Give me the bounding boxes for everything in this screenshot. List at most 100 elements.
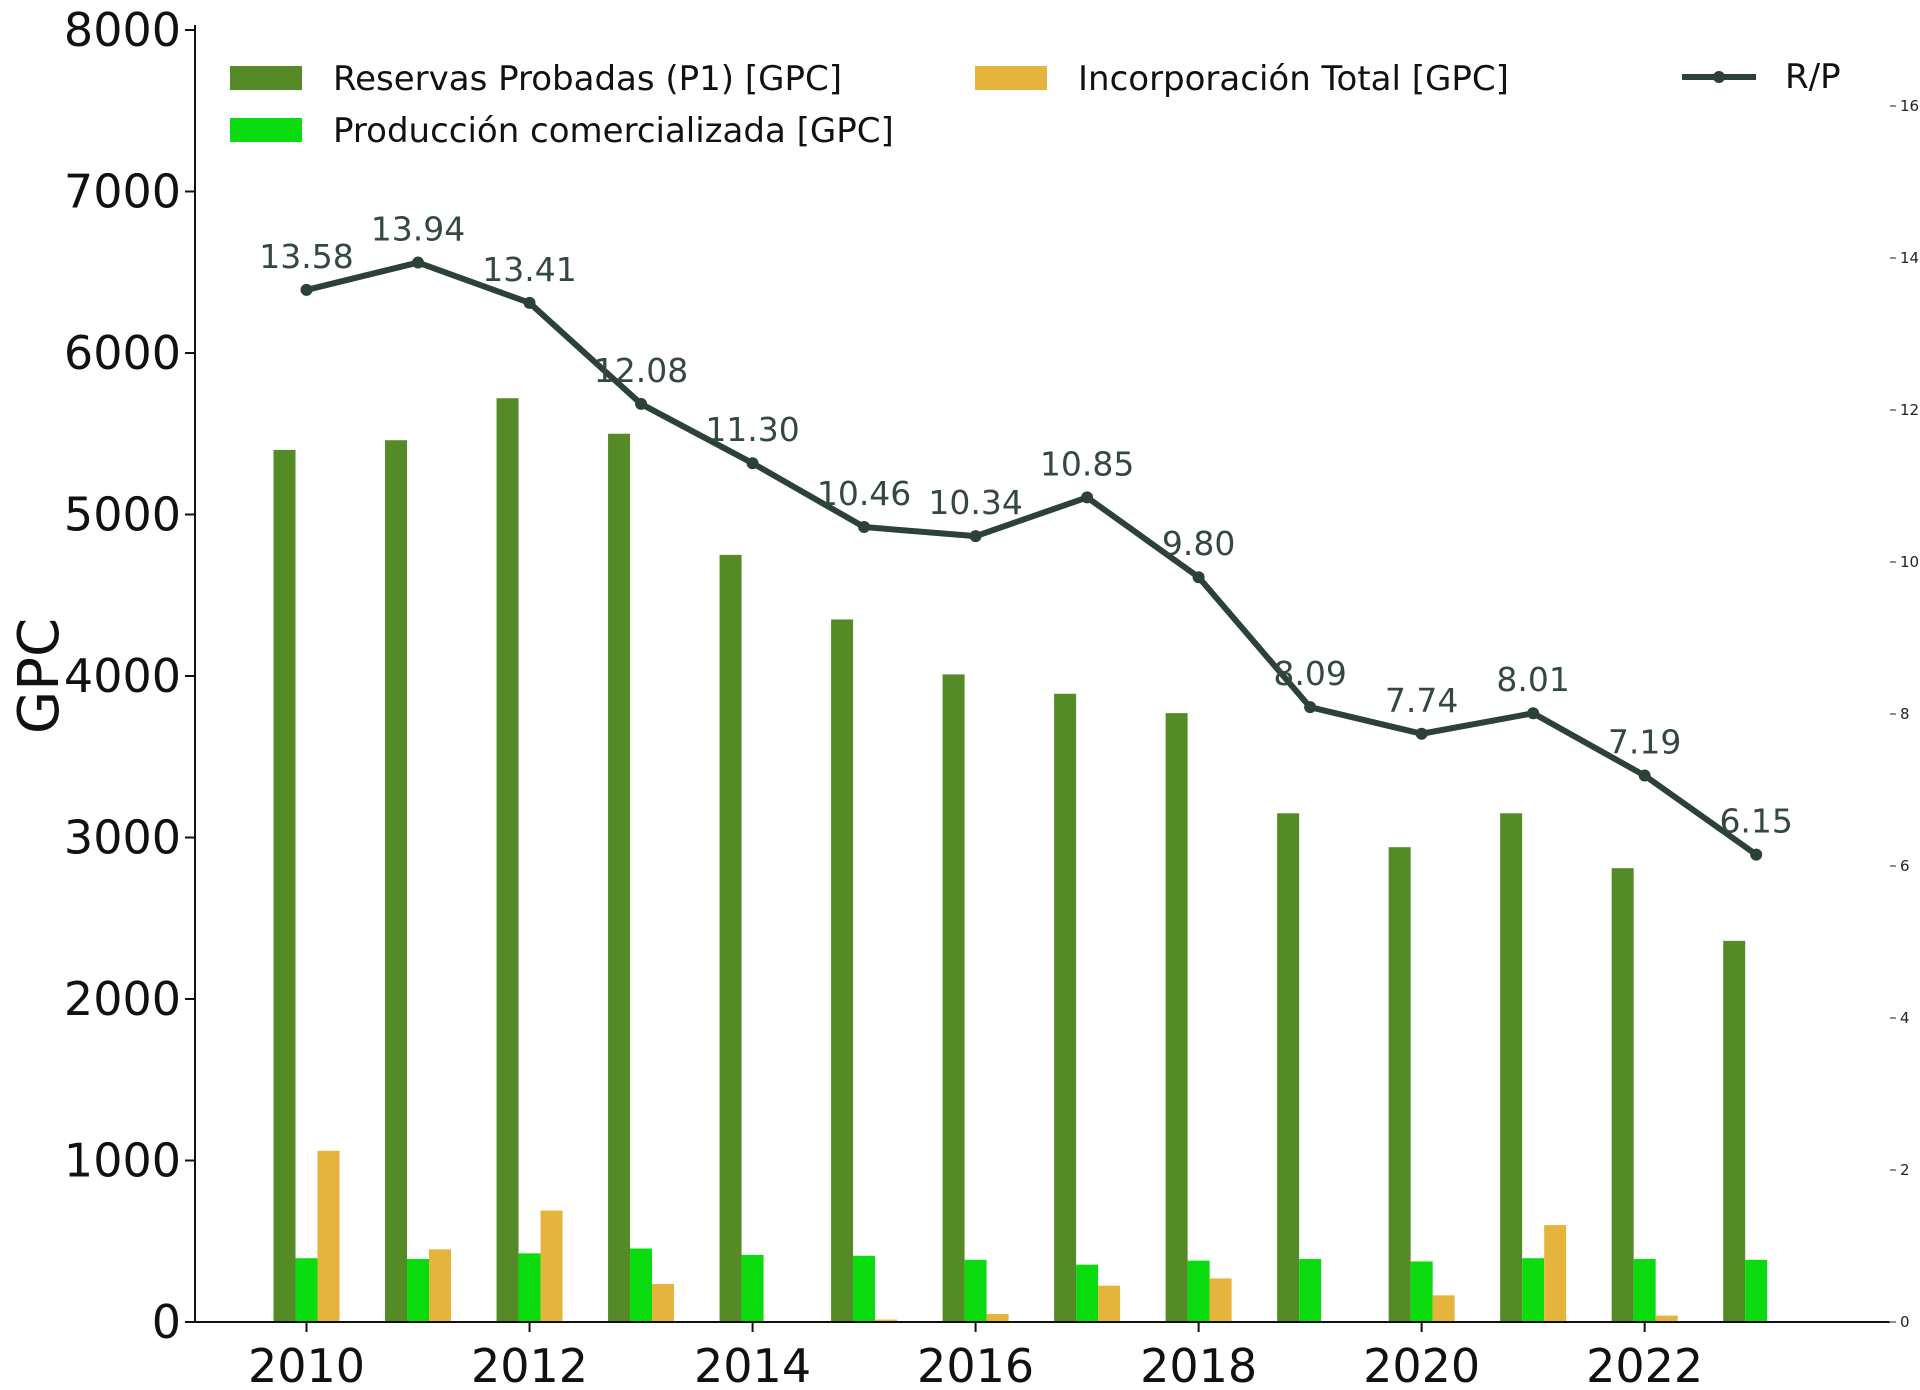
y2-tick-label-6: 6 xyxy=(1900,857,1910,875)
rp-point-2013 xyxy=(635,397,648,410)
bar-reservas-2014 xyxy=(719,554,742,1322)
y2-tick-label-16: 16 xyxy=(1900,97,1919,115)
y-tick-label-2000: 2000 xyxy=(64,972,181,1026)
x-tick-label-2022: 2022 xyxy=(1586,1339,1703,1390)
bar-produccion-2010 xyxy=(295,1258,318,1322)
x-tick-label-2016: 2016 xyxy=(917,1339,1034,1390)
legend-label-reservas: Reservas Probadas (P1) [GPC] xyxy=(333,59,842,99)
rp-data-label-2012: 13.41 xyxy=(482,250,576,289)
x-tick-label-2012: 2012 xyxy=(471,1339,588,1390)
bar-reservas-2020 xyxy=(1388,847,1411,1322)
bar-incorporacion-2022 xyxy=(1655,1315,1678,1322)
y2-tick-label-0: 0 xyxy=(1900,1313,1910,1331)
bar-produccion-2012 xyxy=(518,1253,541,1322)
rp-data-label-2013: 12.08 xyxy=(594,351,688,390)
y2-tick-label-12: 12 xyxy=(1900,401,1919,419)
legend-swatch-produccion xyxy=(230,118,302,142)
rp-point-2017 xyxy=(1081,491,1094,504)
bar-produccion-2017 xyxy=(1076,1264,1099,1322)
y2-tick-label-8: 8 xyxy=(1900,705,1910,723)
bar-produccion-2020 xyxy=(1410,1261,1433,1322)
bar-produccion-2016 xyxy=(964,1259,987,1322)
y-tick-label-4000: 4000 xyxy=(64,649,181,703)
rp-point-2019 xyxy=(1304,701,1317,714)
rp-line-layer: 13.58 13.94 13.41 12.08 11.30 10.46 10.34 10.85… xyxy=(259,210,1793,861)
rp-point-2011 xyxy=(412,256,425,269)
rp-point-2023 xyxy=(1750,848,1763,861)
bar-reservas-2021 xyxy=(1500,813,1523,1322)
bar-produccion-2011 xyxy=(407,1259,430,1322)
bar-incorporacion-2015 xyxy=(875,1319,898,1322)
rp-data-label-2017: 10.85 xyxy=(1040,444,1134,483)
bar-produccion-2013 xyxy=(630,1248,653,1322)
legend-label-rp: R/P xyxy=(1785,57,1841,97)
bar-reservas-2016 xyxy=(942,674,965,1322)
rp-point-2021 xyxy=(1527,707,1540,720)
rp-data-label-2014: 11.30 xyxy=(705,410,799,449)
y-tick-label-3000: 3000 xyxy=(64,811,181,865)
rp-data-label-2019: 8.09 xyxy=(1273,654,1346,693)
rp-data-label-2023: 6.15 xyxy=(1719,802,1792,841)
bar-incorporacion-2012 xyxy=(540,1210,563,1322)
y2-tick-label-4: 4 xyxy=(1900,1009,1910,1027)
bar-reservas-2022 xyxy=(1611,868,1634,1322)
y2-tick-label-2: 2 xyxy=(1900,1161,1910,1179)
rp-data-label-2022: 7.19 xyxy=(1608,723,1681,762)
rp-point-2010 xyxy=(300,283,313,296)
bar-incorporacion-2013 xyxy=(652,1284,675,1322)
rp-line xyxy=(305,259,1758,858)
bar-produccion-2018 xyxy=(1187,1260,1210,1322)
rp-point-2016 xyxy=(969,530,982,543)
legend-label-produccion: Producción comercializada [GPC] xyxy=(333,111,894,151)
rp-point-2014 xyxy=(746,457,759,470)
bar-reservas-2023 xyxy=(1723,940,1746,1322)
y-tick-label-0: 0 xyxy=(152,1295,181,1349)
rp-data-label-2010: 13.58 xyxy=(259,237,353,276)
rp-point-2018 xyxy=(1192,571,1205,584)
legend-label-incorporacion: Incorporación Total [GPC] xyxy=(1078,59,1509,99)
rp-point-2020 xyxy=(1415,727,1428,740)
x-tick-label-2020: 2020 xyxy=(1363,1339,1480,1390)
y2-tick-label-10: 10 xyxy=(1900,553,1919,571)
axes-layer: 0 1000 2000 3000 4000 5000 6000 7000 8000 0 2 4 6 8 10… xyxy=(64,3,1919,1390)
rp-point-2012 xyxy=(523,296,536,309)
x-tick-label-2014: 2014 xyxy=(694,1339,811,1390)
bar-incorporacion-2016 xyxy=(986,1313,1009,1322)
bar-produccion-2023 xyxy=(1745,1259,1768,1322)
legend-swatch-incorporacion xyxy=(975,66,1047,90)
bar-incorporacion-2020 xyxy=(1432,1295,1455,1322)
bar-incorporacion-2017 xyxy=(1098,1285,1121,1322)
bar-incorporacion-2018 xyxy=(1209,1278,1232,1322)
rp-data-label-2020: 7.74 xyxy=(1385,681,1458,720)
bar-reservas-2013 xyxy=(608,433,631,1322)
bars-layer xyxy=(273,398,1768,1323)
legend-swatch-reservas xyxy=(230,66,302,90)
bar-reservas-2018 xyxy=(1165,713,1188,1322)
y-tick-label-5000: 5000 xyxy=(64,488,181,542)
bar-reservas-2019 xyxy=(1277,813,1300,1322)
x-tick-label-2010: 2010 xyxy=(248,1339,365,1390)
y2-tick-label-14: 14 xyxy=(1900,249,1919,267)
bar-reservas-2011 xyxy=(385,440,408,1323)
y-tick-label-6000: 6000 xyxy=(64,326,181,380)
bar-incorporacion-2021 xyxy=(1544,1225,1567,1322)
bar-incorporacion-2010 xyxy=(317,1150,340,1322)
bar-produccion-2015 xyxy=(853,1255,876,1322)
rp-data-label-2011: 13.94 xyxy=(371,210,465,249)
rp-point-2022 xyxy=(1638,769,1651,782)
rp-data-label-2016: 10.34 xyxy=(928,483,1022,522)
y-tick-label-8000: 8000 xyxy=(64,3,181,57)
rp-data-label-2015: 10.46 xyxy=(817,474,911,513)
y-axis-title: GPC xyxy=(7,618,72,734)
legend-marker-rp xyxy=(1713,71,1725,83)
rp-point-2015 xyxy=(858,521,871,534)
bar-produccion-2021 xyxy=(1522,1258,1545,1322)
bar-reservas-2015 xyxy=(831,619,854,1322)
x-tick-label-2018: 2018 xyxy=(1140,1339,1257,1390)
bar-produccion-2014 xyxy=(741,1254,764,1322)
bar-produccion-2019 xyxy=(1299,1259,1322,1322)
y-tick-label-7000: 7000 xyxy=(64,165,181,219)
rp-data-label-2018: 9.80 xyxy=(1162,524,1235,563)
y-tick-label-1000: 1000 xyxy=(64,1134,181,1188)
